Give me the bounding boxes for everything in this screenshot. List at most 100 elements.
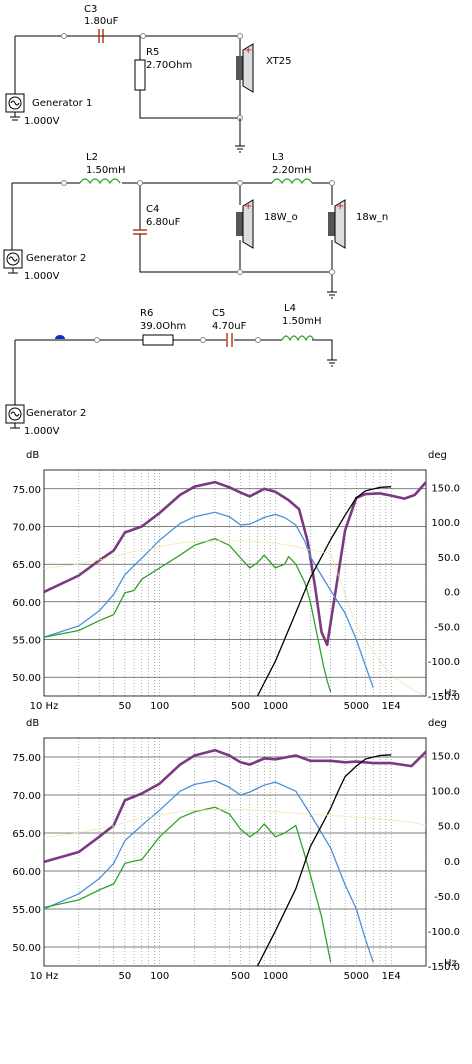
inductor-l4[interactable]	[281, 335, 315, 342]
y-tick-label: 60.00	[12, 598, 41, 609]
resistor-r5[interactable]	[134, 59, 146, 91]
y2-axis-title: deg	[428, 718, 447, 729]
y2-tick-label: -100.0	[428, 657, 460, 668]
x-tick-label: 50	[119, 971, 132, 982]
y2-tick-label: 150.0	[431, 483, 460, 494]
inductor-l3[interactable]	[271, 178, 313, 185]
series-line-yellow	[44, 809, 426, 839]
y-tick-label: 70.00	[12, 791, 41, 802]
r5-name: R5	[146, 47, 159, 58]
x-tick-label: 100	[150, 971, 169, 982]
speaker-icon-18w-o[interactable]: +	[236, 199, 254, 249]
x-tick-label: 50	[119, 701, 132, 712]
series-line-blue	[44, 779, 374, 963]
y2-tick-label: -100.0	[428, 927, 460, 938]
y-tick-label: 50.00	[12, 943, 41, 954]
series-line-purple	[44, 748, 426, 864]
y2-tick-label: -50.0	[434, 622, 460, 633]
capacitor-c4[interactable]	[133, 229, 147, 240]
r5-value: 2.70Ohm	[146, 60, 192, 71]
y2-tick-label: 100.0	[431, 787, 460, 798]
x-tick-label: 10 Hz	[30, 701, 59, 712]
generator-3-name: Generator 2	[26, 408, 86, 419]
x-tick-label: 1E4	[382, 701, 401, 712]
y-tick-label: 65.00	[12, 560, 41, 571]
y-axis-title: dB	[26, 718, 39, 729]
generator-2-name: Generator 2	[26, 253, 86, 264]
speaker-icon-xt25[interactable]: +	[236, 43, 254, 93]
schematic-tweeter: C3 1.80uF R5 2.70Ohm + XT25 Generator 1 …	[5, 4, 292, 153]
y-tick-label: 50.00	[12, 673, 41, 684]
schematic-notch: R6 39.0Ohm C5 4.70uF L4 1.50mH Generator…	[5, 303, 337, 437]
c5-value: 4.70uF	[212, 321, 247, 332]
probe-marker-icon[interactable]	[55, 335, 65, 339]
l2-name: L2	[86, 152, 98, 163]
l4-value: 1.50mH	[282, 316, 322, 327]
r6-value: 39.0Ohm	[140, 321, 186, 332]
x-tick-label: 500	[231, 971, 250, 982]
svg-text:+: +	[244, 45, 252, 56]
y2-tick-label: -150.0	[428, 692, 460, 703]
resistor-r6[interactable]	[142, 334, 174, 346]
x-axis-title: Hz	[444, 958, 457, 969]
svg-text:+: +	[244, 201, 252, 212]
capacitor-c5[interactable]	[226, 333, 233, 347]
y2-tick-label: 0.0	[444, 857, 460, 868]
generator-3-icon[interactable]	[5, 404, 25, 429]
l3-name: L3	[272, 152, 284, 163]
c4-name: C4	[146, 204, 159, 215]
speaker-label-xt25: XT25	[266, 56, 292, 67]
y-tick-label: 70.00	[12, 523, 41, 534]
x-tick-label: 1000	[263, 971, 288, 982]
y-tick-label: 60.00	[12, 867, 41, 878]
x-tick-label: 5000	[344, 701, 369, 712]
series-line-black	[256, 486, 392, 696]
schematic-woofers: L2 1.50mH C4 6.80uF L3 2.20mH + 18W_o + …	[3, 152, 388, 299]
c4-value: 6.80uF	[146, 217, 181, 228]
capacitor-c3[interactable]	[65, 29, 143, 43]
ground-icon	[327, 359, 337, 367]
y2-tick-label: 0.0	[444, 588, 460, 599]
y-tick-label: 55.00	[12, 636, 41, 647]
generator-1-name: Generator 1	[32, 98, 92, 109]
y-tick-label: 75.00	[12, 485, 41, 496]
y2-tick-label: -150.0	[428, 962, 460, 973]
y-axis-title: dB	[26, 450, 39, 461]
x-tick-label: 1000	[263, 701, 288, 712]
x-tick-label: 100	[150, 701, 169, 712]
frequency-response-chart-1: dB deg Hz 75.00 70.00 65.00 60.00 55.00 50.00 150…	[12, 450, 460, 712]
y-tick-label: 75.00	[12, 753, 41, 764]
c3-value: 1.80uF	[84, 16, 119, 27]
generator-2-value: 1.000V	[24, 271, 60, 282]
y2-tick-label: 150.0	[431, 752, 460, 763]
series-line-blue	[44, 511, 374, 688]
plot-frame	[43, 737, 427, 967]
c5-name: C5	[212, 308, 225, 319]
y2-tick-label: 50.0	[438, 553, 460, 564]
generator-2-icon[interactable]	[3, 249, 23, 274]
series-line-green	[44, 806, 332, 963]
y2-axis-title: deg	[428, 450, 447, 461]
series-line-green	[44, 537, 332, 693]
plot-frame	[43, 469, 427, 697]
series-line-purple	[44, 480, 426, 647]
speaker-label-18w-n: 18w_n	[356, 212, 388, 223]
c3-name: C3	[84, 4, 97, 15]
speaker-label-18w-o: 18W_o	[264, 212, 298, 223]
l3-value: 2.20mH	[272, 165, 312, 176]
series-line-black	[256, 754, 392, 966]
x-axis-title: Hz	[444, 688, 457, 699]
inductor-l2[interactable]	[79, 178, 121, 185]
series-line-yellow	[44, 540, 426, 696]
speaker-icon-18w-n[interactable]: +	[328, 199, 346, 249]
ground-icon	[327, 291, 337, 299]
ground-icon	[235, 145, 245, 153]
x-tick-label: 500	[231, 701, 250, 712]
l2-value: 1.50mH	[86, 165, 126, 176]
generator-1-icon[interactable]	[5, 93, 25, 121]
y-tick-label: 55.00	[12, 905, 41, 916]
x-tick-label: 10 Hz	[30, 971, 59, 982]
generator-1-value: 1.000V	[24, 116, 60, 127]
generator-3-value: 1.000V	[24, 426, 60, 437]
